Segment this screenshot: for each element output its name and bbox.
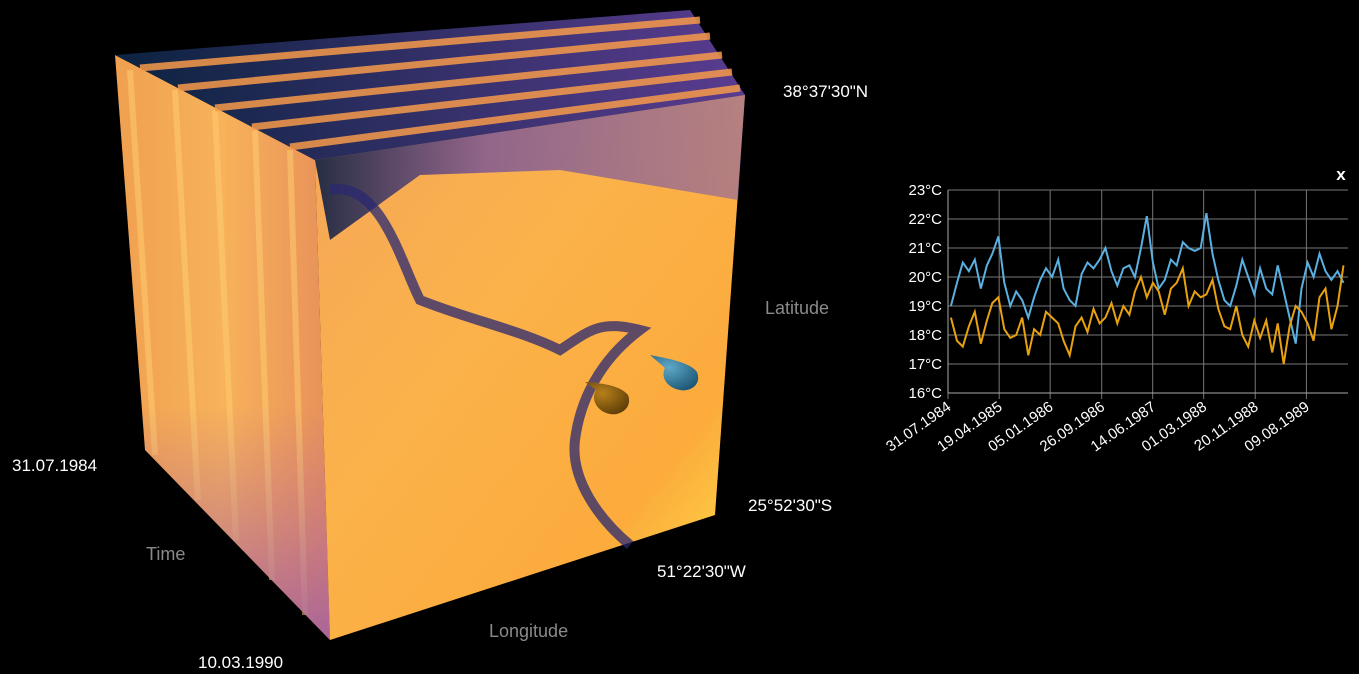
time-end-label: 10.03.1990 — [198, 653, 283, 672]
west-label: 51°22'30"W — [657, 562, 746, 581]
longitude-label: Longitude — [489, 621, 568, 641]
time-label: Time — [146, 544, 185, 564]
y-tick-label: 21°C — [908, 240, 942, 257]
close-button[interactable]: x — [1336, 165, 1346, 184]
y-tick-label: 16°C — [908, 385, 942, 402]
data-cube[interactable] — [115, 10, 745, 640]
cube-front-face — [315, 95, 745, 640]
y-tick-label: 19°C — [908, 298, 942, 315]
y-tick-label: 17°C — [908, 356, 942, 373]
y-tick-label: 18°C — [908, 327, 942, 344]
y-tick-label: 23°C — [908, 182, 942, 199]
south-label: 25°52'30"S — [748, 496, 832, 515]
time-start-label: 31.07.1984 — [12, 456, 97, 475]
series-line — [949, 213, 1345, 344]
series-line — [949, 264, 1345, 365]
y-tick-label: 22°C — [908, 211, 942, 228]
pin-blue[interactable] — [650, 355, 699, 391]
y-tick-label: 20°C — [908, 269, 942, 286]
cube-front-sky — [315, 95, 745, 240]
cube-left-shade — [115, 55, 330, 640]
cube-top-stripes — [139, 16, 741, 151]
coastline — [329, 184, 652, 549]
north-label: 38°37'30"N — [783, 82, 868, 101]
pin-orange[interactable] — [585, 382, 630, 415]
latitude-label: Latitude — [765, 298, 829, 318]
timeseries-chart: 16°C17°C18°C19°C20°C21°C22°C23°C31.07.19… — [883, 182, 1348, 455]
